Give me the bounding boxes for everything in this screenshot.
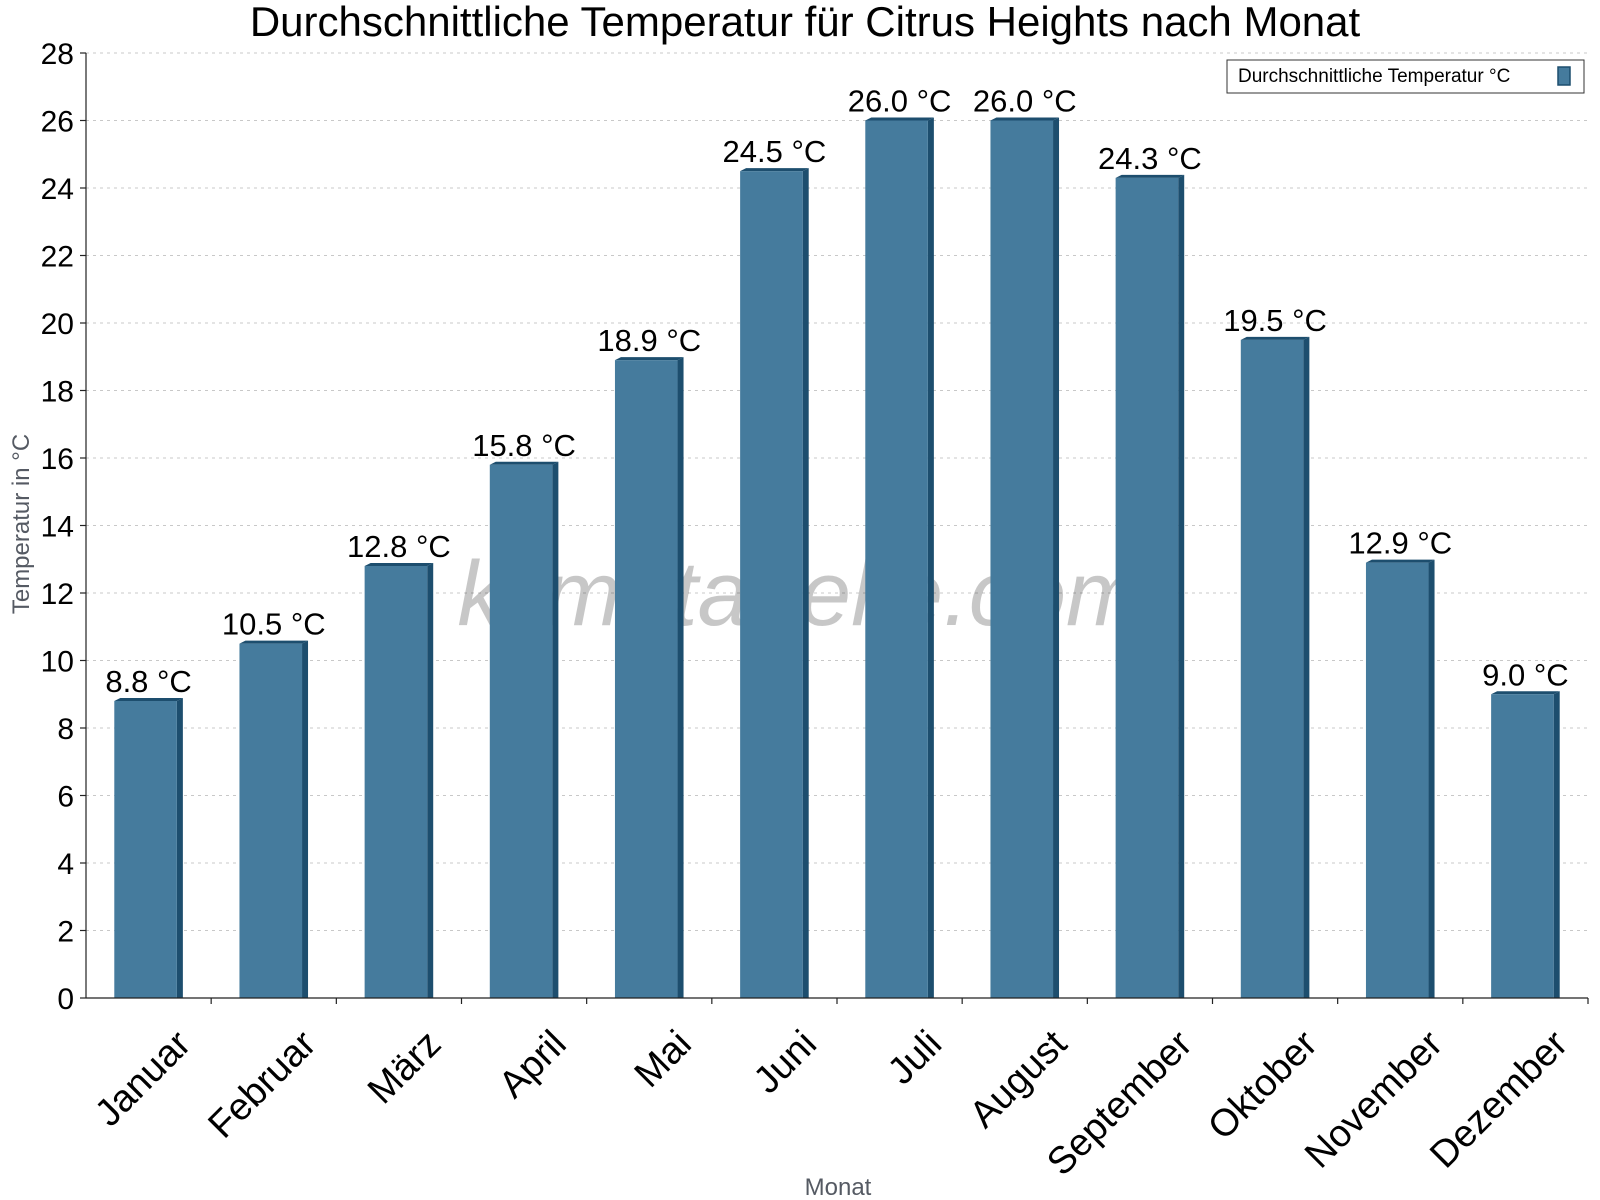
bar-data-label: 24.3 °C xyxy=(1098,141,1202,176)
bar xyxy=(1240,339,1304,998)
y-tick-label: 12 xyxy=(41,578,74,611)
bar-data-label: 15.8 °C xyxy=(472,428,576,463)
x-tick-label: März xyxy=(360,1023,449,1112)
bar-side xyxy=(1553,691,1560,998)
bar-side xyxy=(552,461,559,998)
chart-title: Durchschnittliche Temperatur für Citrus … xyxy=(250,0,1361,45)
y-tick-label: 4 xyxy=(57,848,74,881)
y-tick-label: 16 xyxy=(41,443,74,476)
bar xyxy=(865,120,928,998)
y-tick-label: 0 xyxy=(57,983,74,1016)
bar-top xyxy=(1365,559,1435,563)
y-tick-label: 22 xyxy=(41,241,74,274)
bar-side xyxy=(677,357,684,998)
x-tick-label: August xyxy=(962,1023,1076,1137)
legend: Durchschnittliche Temperatur °C xyxy=(1226,59,1585,94)
x-tick-label: Mai xyxy=(627,1023,700,1096)
bar-side xyxy=(427,563,434,998)
bar xyxy=(364,566,428,998)
data-labels: 8.8 °C 10.5 °C 12.8 °C 15.8 °C 18.9 °C 24.5 °… xyxy=(105,84,1568,700)
legend-swatch xyxy=(1557,66,1571,86)
bar-side xyxy=(802,168,809,998)
bar-data-label: 12.8 °C xyxy=(347,529,451,564)
bar-top xyxy=(114,698,183,701)
bar xyxy=(239,643,303,998)
y-tick-label: 20 xyxy=(41,308,74,341)
gridlines xyxy=(86,52,1588,931)
bar xyxy=(990,120,1054,998)
bar-side xyxy=(1303,336,1310,998)
bar-top xyxy=(740,168,809,172)
y-tick-label: 28 xyxy=(41,38,74,71)
x-axis-title: Monat xyxy=(805,1174,872,1200)
bar-top xyxy=(364,563,434,566)
bar-top xyxy=(865,117,934,121)
x-tick-label: Juli xyxy=(880,1023,950,1093)
bar-data-label: 19.5 °C xyxy=(1223,303,1327,338)
bar-top xyxy=(990,117,1060,121)
bar-side xyxy=(1053,117,1060,998)
y-axis-title: Temperatur in °C xyxy=(8,434,35,614)
x-tick-label: Dezember xyxy=(1422,1023,1576,1177)
bar-top xyxy=(1240,336,1310,340)
bar-data-label: 26.0 °C xyxy=(973,84,1077,119)
bar-top xyxy=(1115,174,1185,178)
bar xyxy=(1115,177,1179,998)
bar xyxy=(1365,562,1429,998)
bar-data-label: 12.9 °C xyxy=(1348,526,1452,561)
bar-data-label: 26.0 °C xyxy=(848,84,952,119)
bar-data-label: 24.5 °C xyxy=(723,134,827,169)
y-tick-label: 14 xyxy=(41,511,74,544)
legend-box xyxy=(1226,59,1585,94)
bar-data-label: 9.0 °C xyxy=(1482,657,1569,692)
bar-top xyxy=(239,640,309,644)
bar-side xyxy=(1428,559,1435,998)
x-tick-label: Januar xyxy=(87,1023,199,1135)
bar xyxy=(489,464,553,998)
y-tick-label: 6 xyxy=(57,781,74,814)
y-tick-label: 18 xyxy=(41,376,74,409)
x-tick-label: April xyxy=(491,1023,574,1106)
bar xyxy=(1491,694,1554,998)
y-tick-label: 8 xyxy=(57,713,74,746)
bar-side xyxy=(302,640,309,998)
legend-label: Durchschnittliche Temperatur °C xyxy=(1238,66,1510,87)
x-tick-label: Juni xyxy=(746,1023,825,1102)
bar-data-label: 10.5 °C xyxy=(222,607,326,642)
bar-data-label: 18.9 °C xyxy=(597,323,701,358)
bar-top xyxy=(614,357,684,361)
bar xyxy=(614,360,678,998)
bar-side xyxy=(927,117,934,998)
y-tick-label: 2 xyxy=(57,916,74,949)
bar xyxy=(740,171,803,998)
bar-top xyxy=(489,461,559,465)
bar-data-label: 8.8 °C xyxy=(105,664,192,699)
x-tick-label: Februar xyxy=(200,1023,324,1147)
y-tick-label: 10 xyxy=(41,646,74,679)
y-tick-label: 26 xyxy=(41,106,74,139)
bar-side xyxy=(1178,174,1185,998)
bar-top xyxy=(1491,691,1560,695)
bar xyxy=(114,701,177,998)
bars xyxy=(114,117,1560,998)
y-tick-label: 24 xyxy=(41,173,74,206)
x-tick-label: Oktober xyxy=(1200,1023,1326,1149)
bar-side xyxy=(176,698,183,998)
